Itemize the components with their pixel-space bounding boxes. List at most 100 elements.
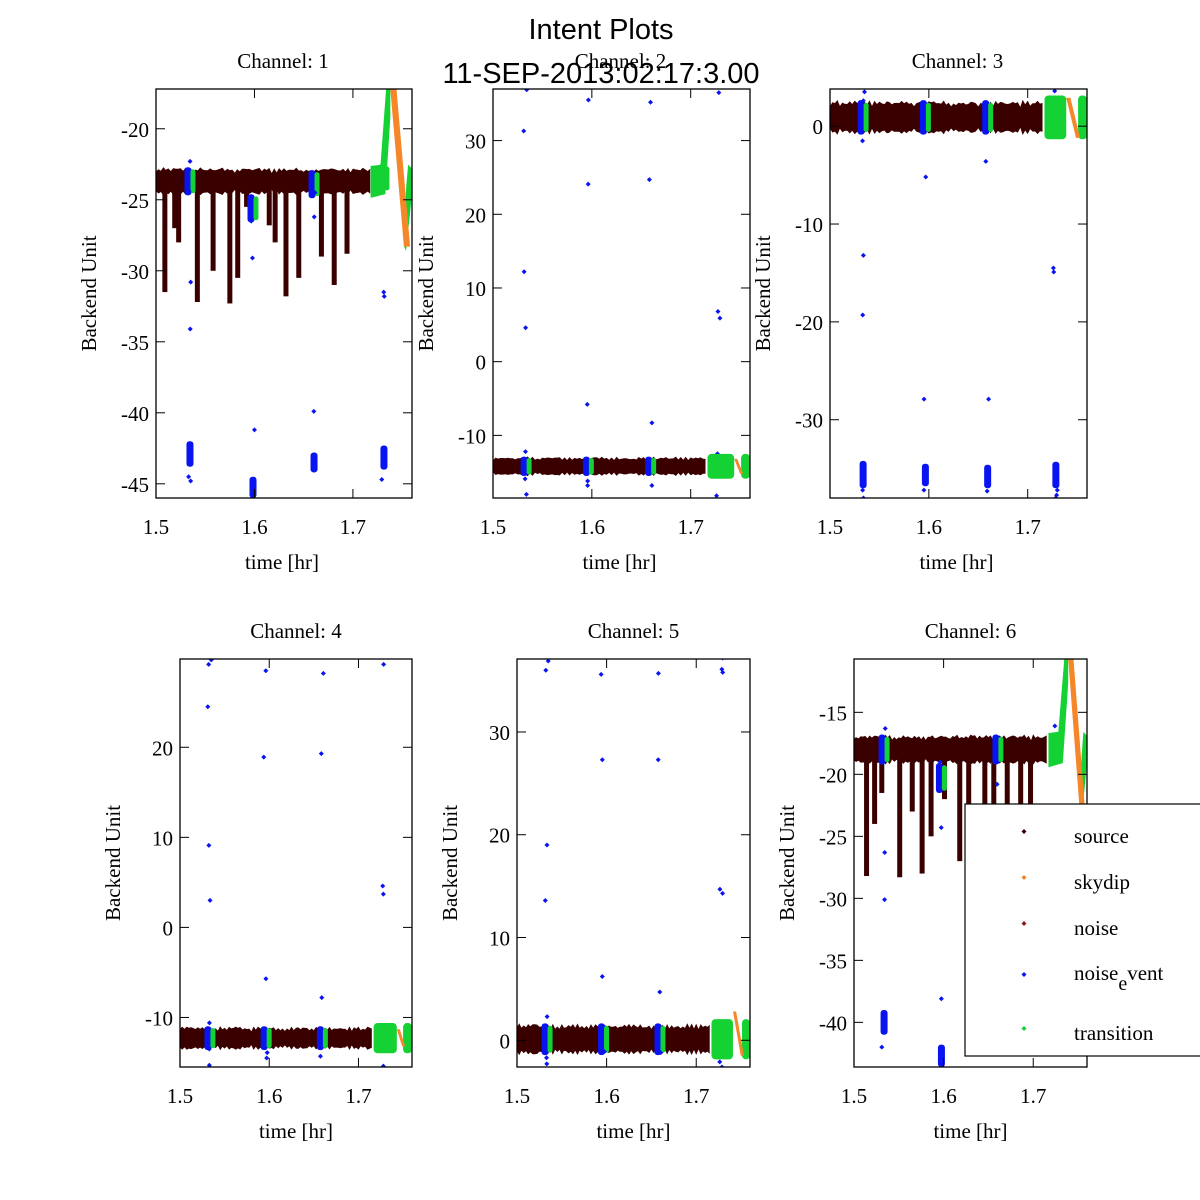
axes-frame (179, 658, 413, 1068)
source-dip (172, 181, 178, 229)
transition-series (373, 1023, 397, 1054)
x-tick-label: 1.5 (504, 1084, 530, 1108)
source-dip (235, 181, 241, 278)
y-tick-label: -25 (121, 189, 149, 213)
y-tick-label: 0 (163, 916, 174, 940)
noise-event-cluster (859, 460, 867, 489)
noise-event-point (720, 669, 726, 675)
noise-event-point (984, 488, 990, 494)
skydip-series (390, 89, 411, 247)
source-dip (227, 181, 233, 304)
legend-entry-noise-event: noiseevent (1021, 961, 1164, 995)
noise-event-point (312, 190, 318, 196)
noise-event-point (882, 849, 888, 855)
source-dip (1018, 749, 1024, 855)
transition-block (707, 453, 735, 479)
y-axis-label: Backend Unit (414, 235, 438, 351)
y-tick-label: -20 (795, 311, 823, 335)
noise-event-blob (878, 734, 886, 765)
source-dip (162, 181, 168, 293)
noise-event-group (598, 671, 610, 1056)
legend-label-noise-event-sub: e (1118, 973, 1127, 995)
noise-event-point (860, 487, 866, 493)
noise-event-point (187, 158, 193, 164)
noise-event-group (857, 89, 869, 498)
noise-event-blob (308, 170, 316, 199)
noise-event-point (380, 1063, 386, 1067)
noise-event-group (378, 661, 390, 1067)
noise-event-point (879, 1044, 885, 1050)
noise-event-point (986, 396, 992, 402)
transition-block (373, 1023, 397, 1054)
y-tick-label: 30 (489, 721, 510, 745)
transition-block (741, 453, 750, 479)
noise-event-point (248, 218, 254, 224)
figure-title-line2: 11-SEP-2013:02:17:3.00 (442, 58, 759, 90)
legend-marker-transition (1021, 1026, 1027, 1031)
plot-area (180, 659, 412, 1067)
y-axis-label: Backend Unit (101, 805, 125, 921)
noise-event-cluster (310, 452, 318, 473)
panel-title: Channel: 5 (588, 619, 680, 643)
y-tick-label: 10 (465, 277, 486, 301)
noise-event-point (521, 128, 527, 134)
transition-rise (1048, 659, 1069, 768)
noise-event-point (311, 408, 317, 414)
transition-blob (998, 736, 1004, 763)
noise-event-point (584, 401, 590, 407)
noise-event-point (982, 104, 988, 110)
noise-event-point (923, 174, 929, 180)
legend-marker-noise (1021, 921, 1027, 926)
y-tick-label: 10 (152, 826, 173, 850)
y-tick-label: -35 (819, 949, 847, 973)
noise-event-point (599, 974, 605, 980)
noise-event-point (186, 188, 192, 194)
noise-event-point (311, 214, 317, 220)
x-tick-label: 1.7 (1020, 1084, 1046, 1108)
x-tick-label: 1.5 (817, 515, 843, 539)
x-axis-label: time [hr] (933, 1119, 1007, 1143)
y-tick-label: 0 (476, 351, 487, 375)
y-tick-label: 20 (465, 203, 486, 227)
plot-area (156, 89, 412, 498)
source-dip (897, 749, 903, 878)
noise-event-point (657, 989, 663, 995)
noise-event-blob (260, 1026, 268, 1051)
transition-series (1078, 95, 1087, 140)
noise-event-group (308, 170, 320, 473)
y-tick-label: -15 (819, 701, 847, 725)
source-dip (1028, 749, 1034, 818)
y-tick-label: 0 (813, 115, 824, 139)
legend-marker-source (1021, 829, 1027, 834)
legend-entry-noise: noise (1021, 916, 1118, 940)
noise-event-point (601, 1049, 607, 1055)
noise-event-point (523, 491, 529, 497)
noise-event-blob (645, 456, 653, 477)
y-tick-label: 30 (465, 130, 486, 154)
noise-event-point (263, 976, 269, 982)
plot-area (830, 89, 1087, 498)
noise-event-cluster (380, 445, 388, 470)
x-tick-label: 1.5 (143, 515, 169, 539)
source-dip (982, 749, 988, 824)
y-tick-label: -30 (121, 260, 149, 284)
legend-label-noise-event: noiseevent (1074, 961, 1164, 995)
noise-event-blob (935, 763, 943, 794)
x-tick-label: 1.7 (678, 515, 704, 539)
x-tick-label: 1.5 (841, 1084, 867, 1108)
noise-event-point (717, 886, 723, 892)
noise-event-blob (520, 456, 528, 477)
noise-event-group (378, 151, 390, 483)
noise-event-point (648, 99, 654, 105)
noise-event-point (585, 181, 591, 187)
y-tick-label: -45 (121, 473, 149, 497)
noise-event-point (994, 781, 1000, 787)
panel-channel-6: 1.5 1.6 1.7 -40 -35 -30 -25 -20 -15 Channel: 6 tim… (775, 619, 1088, 1143)
source-dip (957, 749, 963, 862)
noise-event-group (184, 158, 196, 484)
transition-block (711, 1019, 733, 1060)
noise-event-point (544, 1061, 550, 1067)
legend-label-noise-event-rest: vent (1127, 961, 1163, 985)
noise-event-point (318, 751, 324, 757)
x-tick-label: 1.6 (593, 1084, 619, 1108)
